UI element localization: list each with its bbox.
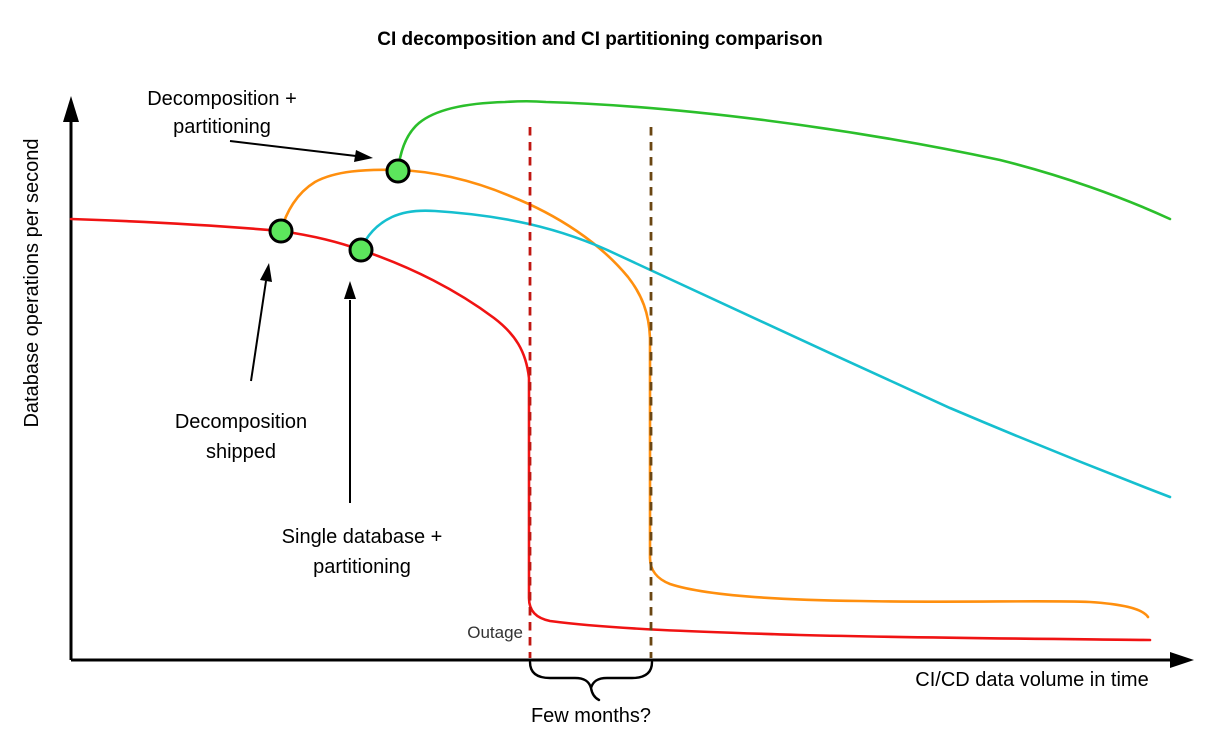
few-months-label: Few months? — [531, 705, 651, 727]
annotation-arrow-decomposition-partitioning — [229, 140, 357, 157]
annotation-decomposition-partitioning-line1: Decomposition + — [147, 88, 297, 110]
x-axis-arrow-icon — [1170, 652, 1194, 668]
annotation-decomposition-shipped-line1: Decomposition — [175, 411, 307, 433]
annotation-single-database-partitioning: Single database + partitioning — [282, 281, 443, 578]
annotation-decomposition-partitioning: Decomposition + partitioning — [147, 88, 373, 162]
x-axis-label: CI/CD data volume in time — [915, 669, 1148, 691]
milestone-single-database-partitioning — [348, 237, 374, 263]
annotation-single-database-partitioning-line2: partitioning — [313, 556, 411, 578]
annotation-arrowhead-decomposition-shipped-icon — [260, 263, 272, 282]
y-axis-label: Database operations per second — [21, 138, 43, 427]
milestone-decomposition-shipped — [268, 218, 294, 244]
outage-label: Outage — [467, 623, 523, 642]
annotation-arrowhead-decomposition-partitioning-icon — [354, 150, 373, 162]
annotation-decomposition-partitioning-line2: partitioning — [173, 116, 271, 138]
annotation-single-database-partitioning-line1: Single database + — [282, 526, 443, 548]
annotation-arrowhead-single-database-partitioning-icon — [344, 281, 356, 299]
annotation-arrow-decomposition-shipped — [250, 280, 267, 382]
axes — [63, 96, 1194, 668]
few-months-brace — [528, 660, 654, 702]
chart-title: CI decomposition and CI partitioning com… — [377, 29, 822, 50]
y-axis-arrow-icon — [63, 96, 79, 122]
annotation-decomposition-shipped-line2: shipped — [206, 441, 276, 463]
annotation-decomposition-shipped: Decomposition shipped — [175, 263, 307, 463]
milestone-decomposition-partitioning — [385, 158, 411, 184]
curve-decomposition — [279, 168, 1150, 619]
curve-decomposition-plus-partitioning — [396, 99, 1172, 221]
curve-single-database-plus-partitioning — [359, 209, 1172, 499]
